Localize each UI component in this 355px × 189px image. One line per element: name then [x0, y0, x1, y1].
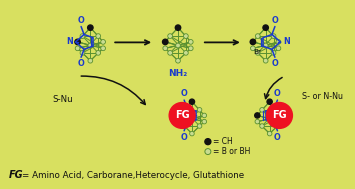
Circle shape: [176, 43, 180, 48]
Circle shape: [168, 50, 173, 55]
Circle shape: [267, 103, 293, 128]
Circle shape: [251, 46, 255, 51]
Circle shape: [255, 34, 260, 38]
Text: O: O: [272, 15, 278, 25]
Text: O: O: [78, 59, 84, 68]
Text: = CH: = CH: [213, 137, 233, 146]
Circle shape: [271, 34, 276, 38]
Circle shape: [267, 99, 272, 104]
Circle shape: [163, 39, 168, 45]
Circle shape: [280, 113, 284, 118]
Circle shape: [190, 117, 194, 121]
Circle shape: [263, 58, 268, 63]
Text: O: O: [274, 89, 281, 98]
Circle shape: [88, 43, 93, 48]
Circle shape: [88, 58, 93, 63]
Circle shape: [255, 50, 260, 55]
Circle shape: [163, 46, 168, 51]
Circle shape: [101, 40, 105, 44]
Circle shape: [184, 50, 188, 55]
Circle shape: [75, 39, 80, 45]
Circle shape: [96, 34, 100, 38]
Circle shape: [190, 131, 194, 136]
Circle shape: [80, 34, 85, 38]
Circle shape: [267, 131, 272, 136]
Circle shape: [275, 108, 279, 112]
Circle shape: [267, 117, 272, 121]
Text: N: N: [285, 111, 292, 120]
Circle shape: [250, 39, 256, 45]
Text: = B or BH: = B or BH: [213, 147, 250, 156]
Circle shape: [178, 119, 182, 124]
Circle shape: [169, 103, 195, 128]
Text: S-Nu: S-Nu: [53, 95, 73, 105]
Circle shape: [255, 119, 260, 124]
Text: O: O: [272, 59, 278, 68]
Circle shape: [263, 25, 268, 30]
Text: O: O: [78, 15, 84, 25]
Circle shape: [88, 43, 93, 48]
Circle shape: [175, 25, 181, 30]
Circle shape: [263, 43, 268, 48]
Text: = Amino Acid, Carborane,Heterocycle, Glutathione: = Amino Acid, Carborane,Heterocycle, Glu…: [22, 171, 244, 180]
Text: O: O: [274, 133, 281, 142]
Circle shape: [276, 46, 281, 51]
Circle shape: [80, 50, 85, 55]
Circle shape: [176, 58, 180, 63]
Circle shape: [271, 50, 276, 55]
Text: FG: FG: [175, 110, 190, 120]
Circle shape: [280, 119, 284, 124]
Text: NH₂: NH₂: [168, 69, 188, 78]
Circle shape: [101, 46, 105, 51]
Text: N: N: [66, 37, 73, 46]
Circle shape: [260, 108, 264, 112]
Text: FG: FG: [272, 110, 287, 120]
Circle shape: [202, 113, 207, 118]
Circle shape: [75, 46, 80, 51]
Text: O: O: [181, 133, 187, 142]
Text: S- or N-Nu: S- or N-Nu: [301, 92, 343, 101]
Text: O: O: [181, 89, 187, 98]
Circle shape: [197, 108, 202, 112]
Circle shape: [197, 124, 202, 128]
Circle shape: [263, 43, 268, 48]
Text: Br: Br: [253, 49, 261, 55]
Circle shape: [189, 40, 193, 44]
Circle shape: [260, 124, 264, 128]
Circle shape: [182, 124, 187, 128]
Circle shape: [189, 99, 195, 104]
Circle shape: [190, 117, 194, 121]
Circle shape: [168, 34, 173, 38]
Circle shape: [202, 119, 207, 124]
Text: FG: FG: [9, 170, 23, 180]
Circle shape: [177, 113, 182, 118]
Circle shape: [182, 108, 187, 112]
Text: N: N: [169, 111, 176, 120]
Circle shape: [276, 40, 281, 44]
Circle shape: [205, 149, 211, 155]
Circle shape: [205, 139, 211, 145]
Text: N: N: [283, 37, 290, 46]
Circle shape: [88, 25, 93, 30]
Circle shape: [176, 43, 180, 48]
Circle shape: [255, 113, 260, 118]
Circle shape: [189, 46, 193, 51]
Circle shape: [184, 34, 188, 38]
Circle shape: [96, 50, 100, 55]
Circle shape: [267, 117, 272, 121]
Circle shape: [275, 124, 279, 128]
